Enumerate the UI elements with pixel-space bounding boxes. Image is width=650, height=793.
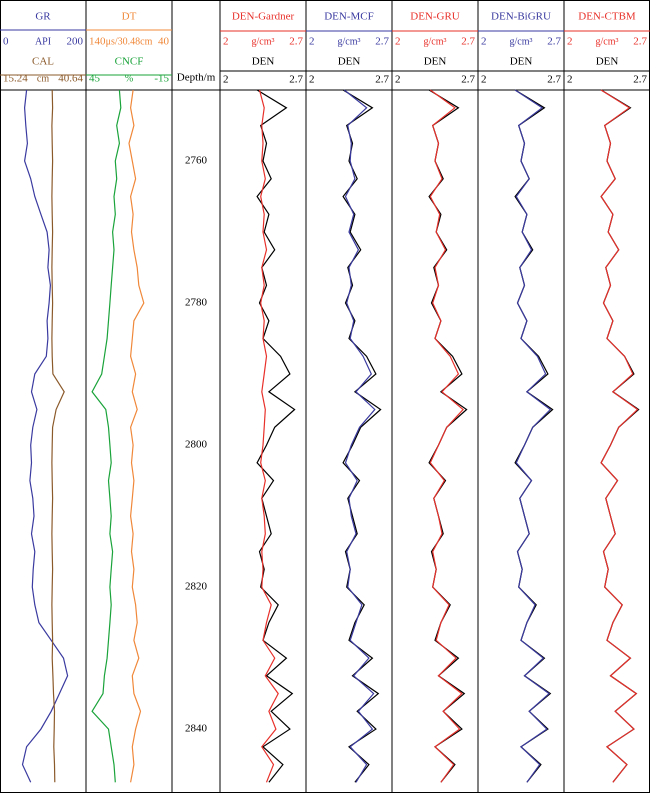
predicted-curve (343, 89, 376, 783)
scale-unit: % (125, 73, 133, 84)
measured-curve (428, 89, 468, 783)
curve-name: DT (122, 11, 137, 23)
scale-unit: g/cm³ (596, 36, 619, 47)
curve-name: DEN-MCF (324, 11, 374, 23)
scale-max: 2.7 (461, 74, 475, 86)
scale-min: 2 (567, 74, 573, 86)
curve-name: DEN (510, 56, 533, 68)
scale-unit: g/cm³ (338, 36, 361, 47)
depth-tick-label: 2820 (185, 581, 208, 593)
scale-min: 2 (481, 36, 487, 48)
scale-max: -15 (154, 73, 169, 85)
predicted-curve (429, 89, 464, 783)
scale-unit: g/cm³ (510, 36, 533, 47)
curve-name: DEN (596, 56, 619, 68)
scale-unit: μs/30.48cm (106, 36, 153, 47)
scale-max: 2.7 (461, 36, 475, 48)
scale-max: 40 (158, 36, 170, 48)
scale-min: 45 (89, 73, 101, 85)
scale-max: 40.64 (58, 73, 83, 85)
scale-max: 2.7 (547, 36, 561, 48)
scale-min: 2 (223, 74, 229, 86)
measured-curve (514, 89, 554, 783)
scale-min: 140 (89, 36, 106, 48)
scale-min: 2 (309, 74, 315, 86)
scale-min: 2 (395, 36, 401, 48)
scale-min: 2 (223, 36, 229, 48)
predicted-curve (258, 89, 279, 783)
measured-curve (256, 89, 296, 783)
scale-max: 2.7 (633, 74, 647, 86)
scale-min: 2 (481, 74, 487, 86)
depth-tick-label: 2760 (185, 155, 208, 167)
log-curve (51, 89, 65, 783)
scale-min: 15.24 (3, 73, 28, 85)
curve-name: DEN-CTBM (578, 11, 636, 23)
scale-max: 200 (67, 36, 84, 48)
scale-unit: g/cm³ (252, 36, 275, 47)
scale-max: 2.7 (375, 74, 389, 86)
curve-name: GR (35, 11, 51, 23)
curve-name: CNCF (115, 56, 144, 68)
log-curve (128, 89, 145, 783)
scale-max: 2.7 (375, 36, 389, 48)
curve-name: DEN-GRU (410, 11, 460, 23)
predicted-curve (514, 89, 552, 783)
scale-unit: cm (37, 73, 49, 84)
scale-max: 2.7 (289, 74, 303, 86)
scale-max: 2.7 (289, 36, 303, 48)
scale-unit: g/cm³ (424, 36, 447, 47)
scale-max: 2.7 (633, 36, 647, 48)
depth-tick-label: 2840 (185, 723, 208, 735)
depth-tick-label: 2780 (185, 297, 208, 309)
curve-name: DEN (252, 56, 275, 68)
log-curve (21, 89, 69, 783)
curve-name: DEN (424, 56, 447, 68)
scale-max: 2.7 (547, 74, 561, 86)
depth-tick-label: 2800 (185, 439, 208, 451)
predicted-curve (600, 89, 639, 783)
scale-min: 2 (567, 36, 573, 48)
curve-name: CAL (32, 56, 54, 68)
curve-name: DEN (338, 56, 361, 68)
measured-curve (600, 89, 640, 783)
curve-name: DEN-BiGRU (491, 11, 551, 23)
scale-min: 2 (309, 36, 315, 48)
scale-min: 0 (3, 36, 9, 48)
curve-name: DEN-Gardner (232, 11, 295, 23)
scale-min: 2 (395, 74, 401, 86)
log-curve (91, 89, 122, 783)
depth-label: Depth/m (177, 72, 216, 84)
scale-unit: API (35, 36, 51, 47)
measured-curve (342, 89, 382, 783)
